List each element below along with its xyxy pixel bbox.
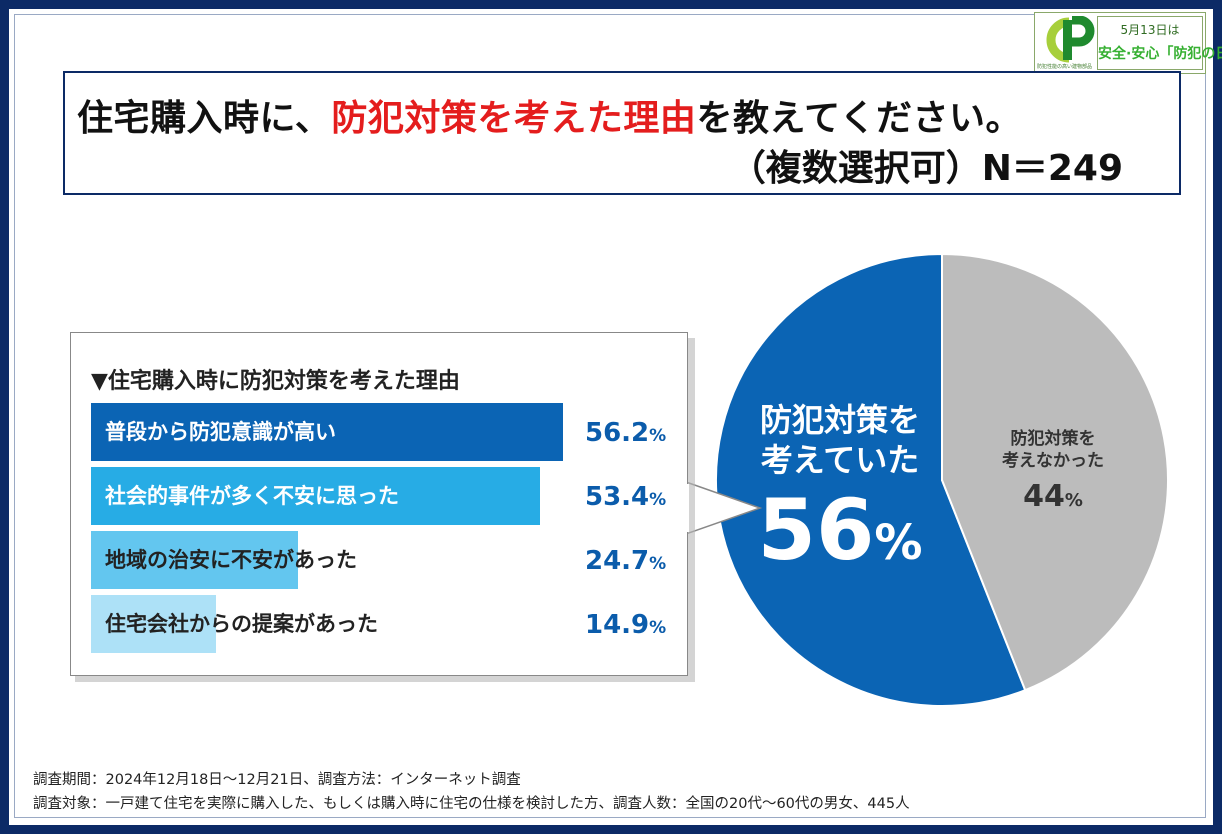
cp-mark-icon [1046, 16, 1095, 63]
pie-slice [941, 252, 1169, 692]
title-part1: 住宅購入時に、 [77, 98, 332, 139]
logo-tagline: 防犯性能の高い建物部品 [1037, 64, 1093, 70]
bar-category-label: 社会的事件が多く不安に思った [105, 484, 399, 508]
bar-category-label: 普段から防犯意識が高い [105, 420, 336, 444]
pie-label-not-considered-line2: 考えなかった [1002, 451, 1104, 471]
crime-prevention-logo: 防犯性能の高い建物部品 5月13日は 安全·安心「防犯の日」 [1034, 12, 1222, 74]
pie-value-not-considered: 44% [988, 472, 1118, 526]
bar-value-label: 53.4% [585, 467, 666, 525]
survey-period-note: 調査期間：2024年12月18日～12月21日、調査方法：インターネット調査 [33, 772, 521, 788]
bar-row: 普段から防犯意識が高い 56.2% [91, 403, 671, 461]
pie-label-not-considered-line1: 防犯対策を [1010, 429, 1096, 449]
pie-value-considered: 56% [745, 480, 935, 593]
pie-value-considered-unit: % [874, 515, 923, 571]
bar-value-number: 24.7 [585, 546, 650, 576]
bar-row: 住宅会社からの提案があった 14.9% [91, 595, 671, 653]
pie-value-not-considered-number: 44 [1023, 479, 1065, 514]
question-title: 住宅購入時に、防犯対策を考えた理由を教えてください。 [77, 89, 1022, 141]
bar-value-number: 14.9 [585, 610, 650, 640]
pie-label-considered-line2: 考えていた [760, 441, 920, 479]
bar-value-label: 14.9% [585, 595, 666, 653]
bar-value-unit: % [649, 490, 667, 510]
bar-row: 社会的事件が多く不安に思った 53.4% [91, 467, 671, 525]
bar-category-label: 住宅会社からの提案があった [105, 612, 378, 636]
pie-label-considered-line1: 防犯対策を [759, 401, 920, 439]
bar-value-number: 56.2 [585, 418, 650, 448]
pie-label-considered: 防犯対策を 考えていた 56% [745, 400, 935, 593]
bar-value-label: 56.2% [585, 403, 666, 461]
logo-slogan: 安全·安心「防犯の日」 [1098, 46, 1222, 62]
bar [91, 595, 216, 653]
bar-value-unit: % [649, 554, 667, 574]
pie-label-not-considered: 防犯対策を 考えなかった 44% [988, 428, 1118, 526]
bar-value-label: 24.7% [585, 531, 666, 589]
logo-slogan-box: 5月13日は 安全·安心「防犯の日」 [1097, 16, 1222, 70]
question-title-box: 住宅購入時に、防犯対策を考えた理由を教えてください。 （複数選択可）N＝249 [63, 71, 1181, 195]
bar [91, 467, 540, 525]
question-sample-size: （複数選択可）N＝249 [729, 148, 1123, 189]
bar-category-label: 地域の治安に不安があった [105, 548, 357, 572]
bar-row: 地域の治安に不安があった 24.7% [91, 531, 671, 589]
logo-date: 5月13日は [1120, 23, 1180, 37]
list-card-title: ▼住宅購入時に防犯対策を考えた理由 [91, 369, 460, 394]
pie-slices [715, 252, 1169, 707]
bar-value-number: 53.4 [585, 482, 650, 512]
survey-target-note: 調査対象：一戸建て住宅を実際に購入した、もしくは購入時に住宅の仕様を検討した方、… [33, 796, 910, 812]
bar [91, 403, 563, 461]
bar-value-unit: % [649, 426, 667, 446]
pie-value-considered-number: 56 [757, 481, 875, 579]
pie-value-not-considered-unit: % [1064, 490, 1083, 511]
bar-value-unit: % [649, 618, 667, 638]
inner-border [14, 14, 1206, 818]
title-highlight: 防犯対策を考えた理由 [331, 98, 697, 139]
title-part2: を教えてください。 [696, 98, 1023, 139]
reasons-list-card: ▼住宅購入時に防犯対策を考えた理由 普段から防犯意識が高い 56.2% 社会的事件が… [70, 332, 688, 676]
bar [91, 531, 298, 589]
